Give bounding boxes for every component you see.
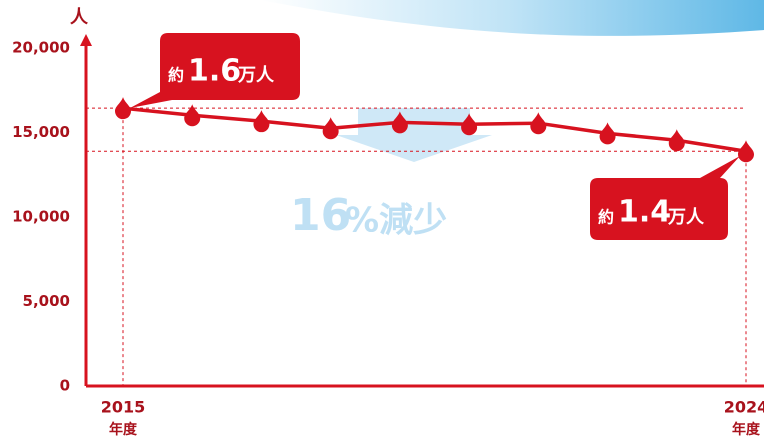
y-tick-label: 0 xyxy=(60,377,70,395)
series-line xyxy=(122,106,747,153)
callout-end xyxy=(590,156,740,240)
data-point xyxy=(391,111,408,134)
change-unit: %減少 xyxy=(345,201,447,241)
y-axis-arrow xyxy=(80,34,92,46)
x-unit: 年度 xyxy=(109,421,138,438)
y-unit: 人 xyxy=(70,7,89,28)
y-tick-label: 20,000 xyxy=(12,39,70,57)
data-point xyxy=(668,129,685,152)
callout-prefix: 約 xyxy=(168,66,184,85)
callout-prefix: 約 xyxy=(598,208,614,227)
data-point xyxy=(461,113,478,136)
x-tick-label: 2024 xyxy=(724,398,764,417)
data-point xyxy=(322,117,339,140)
y-tick-label: 15,000 xyxy=(12,123,70,141)
data-point xyxy=(599,122,616,145)
y-tick-label: 10,000 xyxy=(12,208,70,226)
x-unit: 年度 xyxy=(732,421,761,438)
data-point xyxy=(184,104,201,127)
data-point xyxy=(253,110,270,133)
change-number: 16 xyxy=(290,190,351,241)
data-point xyxy=(530,112,547,135)
y-tick-label: 5,000 xyxy=(23,292,70,310)
callout-unit: 万人 xyxy=(667,207,705,228)
decrease-arrow xyxy=(336,108,492,162)
decor-wave xyxy=(260,0,764,36)
callout-number: 1.4 xyxy=(618,195,671,230)
callout-start xyxy=(130,33,300,108)
x-tick-label: 2015 xyxy=(101,398,146,417)
callout-number: 1.6 xyxy=(188,54,241,89)
data-point xyxy=(738,140,754,163)
callout-unit: 万人 xyxy=(237,65,275,86)
data-point xyxy=(115,97,131,120)
